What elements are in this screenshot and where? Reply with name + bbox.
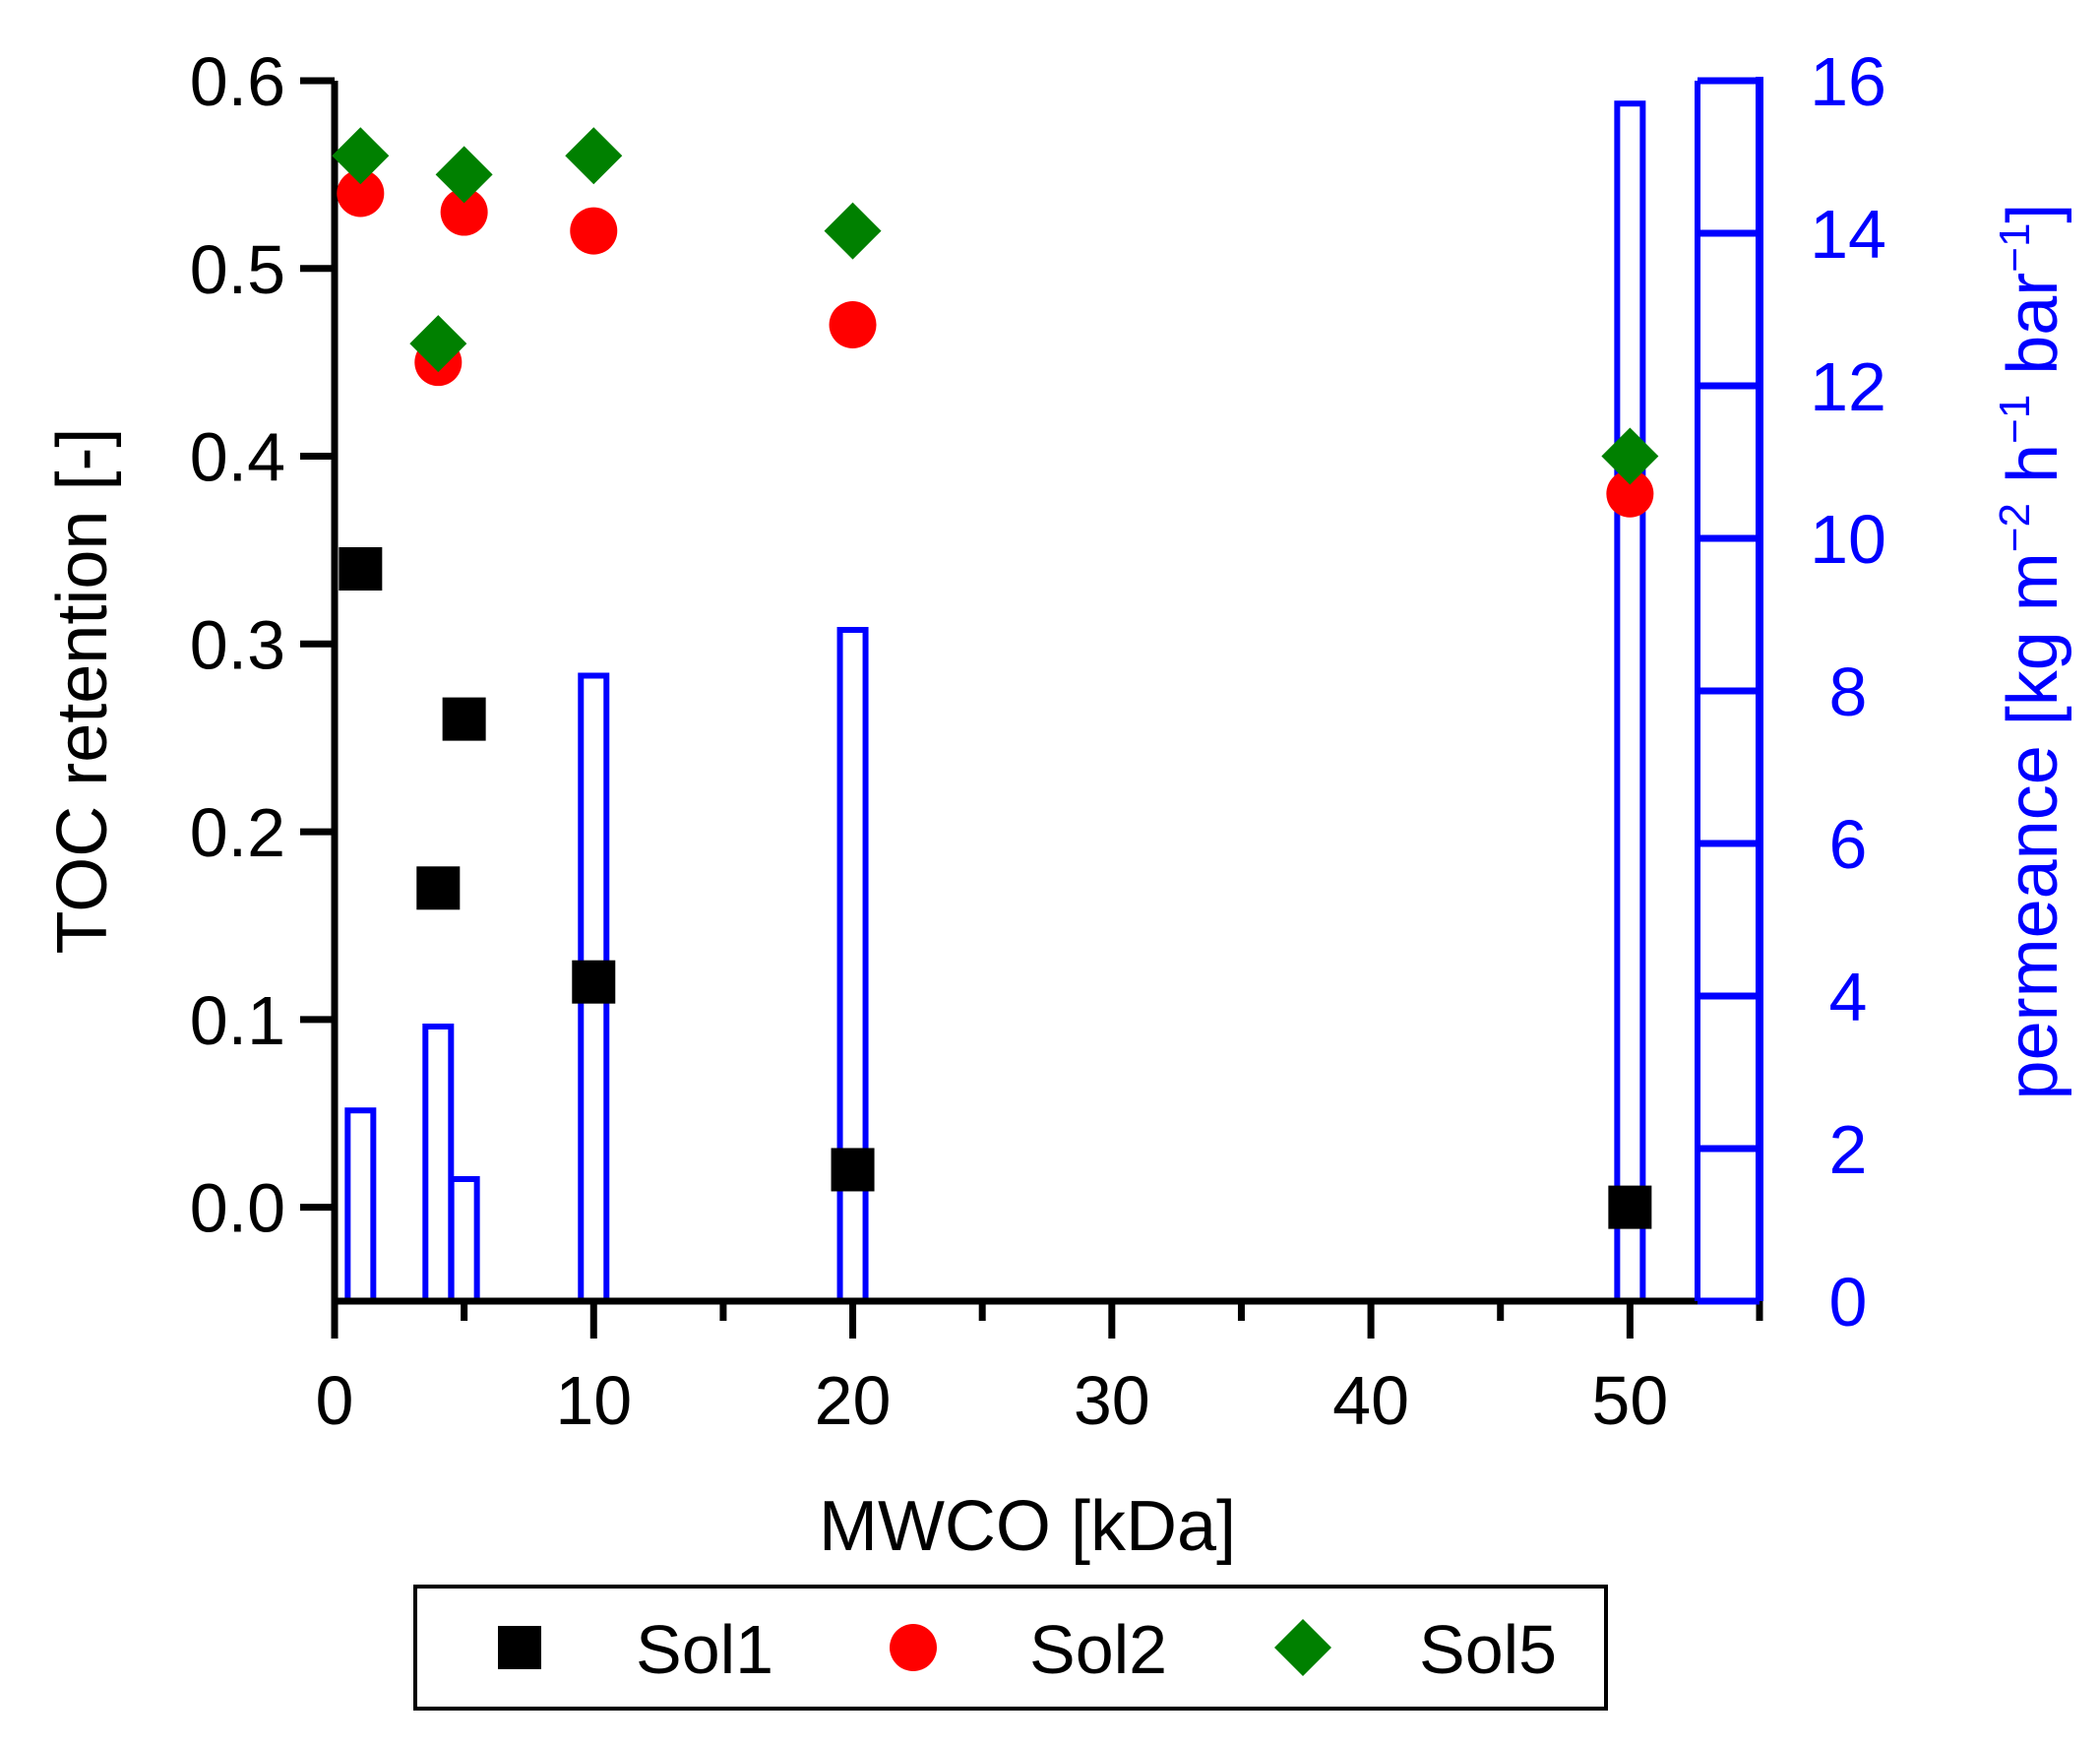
permeance-bar-3 (448, 1176, 480, 1304)
permeance-bar-1 (344, 1107, 377, 1304)
x-tick-label-4: 40 (1332, 1362, 1409, 1439)
y-right-tick-label-1: 2 (1829, 1111, 1868, 1188)
sol2-point-3 (440, 188, 488, 236)
legend-marker-sol2 (890, 1624, 937, 1671)
legend-marker-sol5 (1274, 1619, 1331, 1676)
sol5-point-1 (332, 127, 390, 185)
y-right-title-part1: permeance [kg m (1994, 552, 2072, 1099)
x-tick-label-3: 30 (1074, 1362, 1150, 1439)
axes: 0.0 0.1 0.2 0.3 0.4 0.5 0.6 0 10 20 30 40 50 0 2 4 6 8 10 1… (190, 43, 1886, 1439)
y-right-title-part2: h (1994, 444, 2072, 503)
legend-marker-sol1 (498, 1626, 541, 1669)
sol1-point-3 (442, 697, 486, 741)
sol5-point-2 (409, 315, 467, 373)
y-right-tick-label-7: 14 (1810, 196, 1886, 273)
y-right-title-part4: ] (1994, 204, 2072, 223)
sol2-point-6 (1606, 469, 1654, 518)
sol5-point-3 (435, 146, 493, 204)
sol1-point-5 (831, 1148, 875, 1192)
y-left-tick-label-0: 0.0 (190, 1170, 285, 1247)
y-left-tick-label-5: 0.5 (190, 231, 285, 308)
y-right-tick-label-2: 4 (1829, 959, 1868, 1035)
legend-box (413, 1585, 1608, 1711)
y-right-tick-label-8: 16 (1810, 43, 1886, 120)
y-right-tick-label-5: 10 (1810, 501, 1886, 578)
sol5-point-6 (1601, 427, 1659, 485)
sol5-point-4 (565, 127, 623, 185)
permeance-bar-2 (422, 1024, 455, 1304)
legend: Sol1 Sol2 Sol5 (413, 1585, 1608, 1711)
x-tick-label-5: 50 (1591, 1362, 1668, 1439)
y-left-tick-label-3: 0.3 (190, 606, 285, 683)
y-left-tick-label-4: 0.4 (190, 419, 285, 496)
sol1-point-4 (572, 960, 616, 1004)
y-axis-left-title: TOC retention [-] (43, 428, 122, 955)
sol2-point-5 (829, 301, 877, 348)
y-right-title-sup2: −1 (1991, 395, 2039, 444)
y-right-tick-label-6: 12 (1810, 348, 1886, 425)
legend-label-sol5: Sol5 (1419, 1611, 1557, 1688)
permeance-bar-6 (1614, 100, 1646, 1304)
legend-label-sol1: Sol1 (636, 1611, 773, 1688)
sol5-point-5 (824, 202, 882, 260)
y-right-tick-label-3: 6 (1829, 806, 1868, 883)
x-tick-label-1: 10 (555, 1362, 632, 1439)
sol2-point-1 (337, 169, 385, 218)
y-left-tick-label-6: 0.6 (190, 43, 285, 120)
sol2-point-4 (570, 207, 618, 255)
y-right-tick-label-4: 8 (1829, 654, 1868, 730)
permeance-bar-5 (836, 627, 869, 1304)
y-axis-right-title: permeance [kg m−2 h−1 bar−1] (1991, 204, 2072, 1100)
y-right-title-sup3: −1 (1991, 223, 2039, 273)
x-tick-label-0: 0 (316, 1362, 354, 1439)
x-tick-label-2: 20 (815, 1362, 892, 1439)
y-right-title-part3: bar (1994, 273, 2072, 395)
sol1-point-1 (339, 547, 383, 591)
permeance-bars (344, 100, 1646, 1304)
y-left-tick-label-2: 0.2 (190, 794, 285, 871)
y-right-tick-label-0: 0 (1829, 1264, 1868, 1340)
data-points (332, 127, 1659, 1229)
sol1-point-6 (1608, 1185, 1652, 1229)
axis-labels: MWCO [kDa] TOC retention [-] permeance [… (43, 204, 2072, 1566)
y-left-tick-label-1: 0.1 (190, 982, 285, 1059)
y-right-title-sup1: −2 (1991, 503, 2039, 552)
x-axis-title: MWCO [kDa] (819, 1487, 1236, 1566)
sol1-point-2 (416, 866, 461, 910)
legend-label-sol2: Sol2 (1029, 1611, 1167, 1688)
